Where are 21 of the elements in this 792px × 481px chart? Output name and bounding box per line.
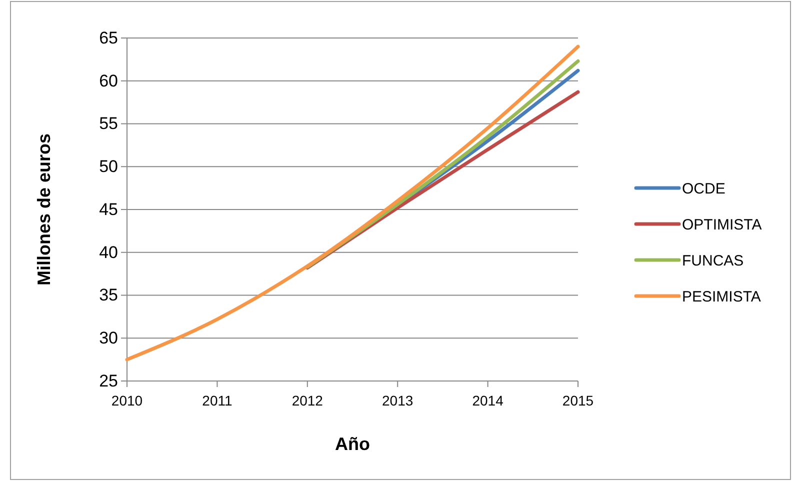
x-tick-label: 2010 <box>111 392 143 408</box>
legend-label: PESIMISTA <box>682 288 761 306</box>
x-tick-label: 2015 <box>562 392 594 408</box>
y-tick-label: 65 <box>99 28 118 48</box>
y-tick-label: 30 <box>99 328 118 348</box>
y-tick-label: 25 <box>99 371 118 390</box>
x-axis-title: Año <box>335 434 370 454</box>
x-tick-label: 2012 <box>292 392 324 408</box>
legend-label: OPTIMISTA <box>682 216 762 234</box>
y-tick-label: 45 <box>99 200 118 219</box>
x-tick-label: 2014 <box>472 392 504 408</box>
y-axis-title: Millones de euros <box>34 133 54 286</box>
legend-label: OCDE <box>682 180 726 198</box>
y-tick-label: 55 <box>99 114 118 134</box>
legend-label: FUNCAS <box>682 252 744 270</box>
y-tick-label: 35 <box>99 286 118 305</box>
y-tick-label: 60 <box>99 71 118 90</box>
x-tick-label: 2013 <box>382 392 414 408</box>
y-tick-label: 50 <box>99 157 118 176</box>
x-tick-label: 2011 <box>202 392 232 408</box>
y-tick-label: 40 <box>99 242 118 262</box>
